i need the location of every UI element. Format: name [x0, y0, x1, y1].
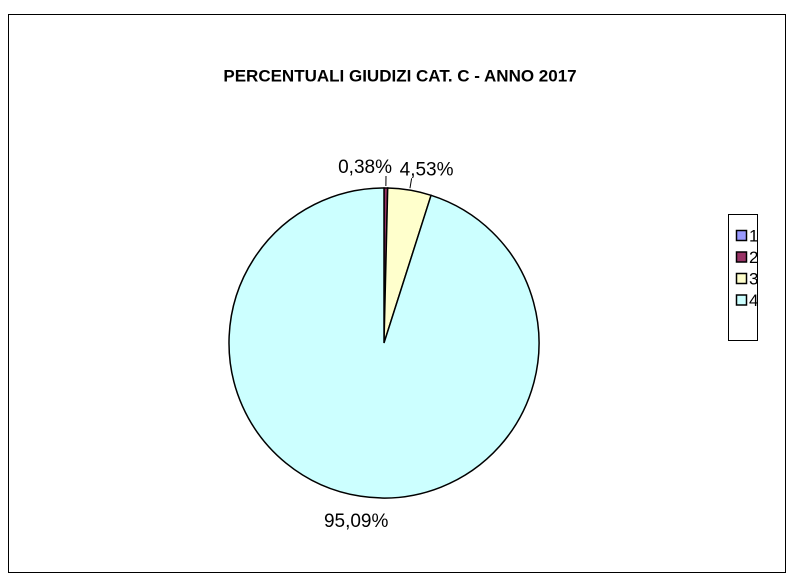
- legend-label: 4: [749, 291, 758, 310]
- pie-slice: [229, 188, 539, 498]
- legend-swatch: [737, 252, 747, 262]
- legend-label: 2: [749, 248, 758, 267]
- legend-label: 3: [749, 269, 758, 288]
- legend-swatch: [737, 231, 747, 241]
- data-label: 0,38%: [338, 157, 392, 178]
- data-label: 4,53%: [400, 159, 454, 180]
- chart-title: PERCENTUALI GIUDIZI CAT. C - ANNO 2017: [223, 66, 576, 85]
- legend-swatch: [737, 274, 747, 284]
- data-label: 95,09%: [324, 511, 389, 532]
- legend-swatch: [737, 295, 747, 305]
- legend-label: 1: [749, 226, 758, 245]
